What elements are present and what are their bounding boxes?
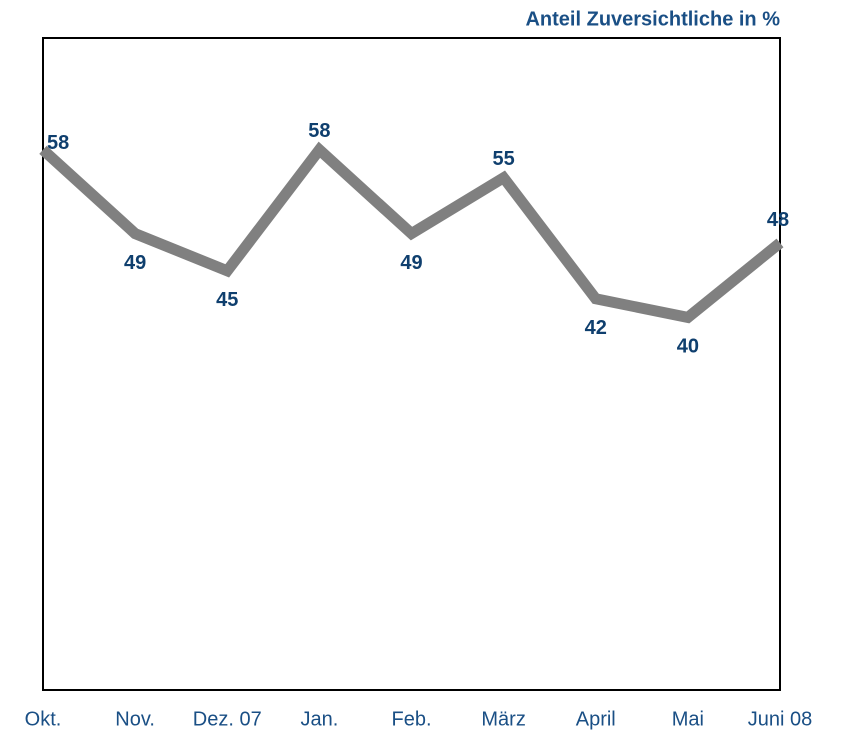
data-label: 48 <box>767 209 789 231</box>
data-label: 49 <box>124 252 146 274</box>
data-label: 45 <box>216 289 238 311</box>
x-tick-label: März <box>481 708 525 730</box>
x-tick-label: Okt. <box>25 708 62 730</box>
x-tick-label: Jan. <box>300 708 338 730</box>
data-label: 49 <box>400 252 422 274</box>
data-label: 42 <box>585 317 607 339</box>
data-line <box>39 141 784 324</box>
x-tick-label: Juni 08 <box>748 708 813 730</box>
data-label: 55 <box>493 148 515 170</box>
x-tick-label: Mai <box>672 708 704 730</box>
x-tick-label: Dez. 07 <box>193 708 262 730</box>
x-tick-label: April <box>576 708 616 730</box>
data-label: 58 <box>308 120 330 142</box>
data-label: 40 <box>677 336 699 358</box>
plot-frame <box>42 37 781 691</box>
chart-title: Anteil Zuversichtliche in % <box>525 8 780 30</box>
x-tick-label: Feb. <box>391 708 431 730</box>
x-tick-label: Nov. <box>115 708 155 730</box>
data-label: 58 <box>47 132 69 154</box>
